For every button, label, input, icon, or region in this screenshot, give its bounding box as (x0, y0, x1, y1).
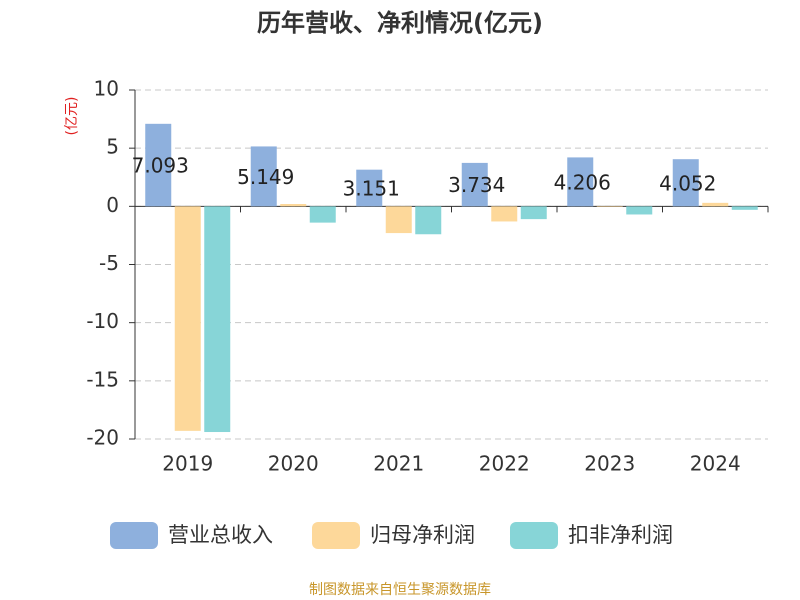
bar (356, 169, 383, 207)
bar (520, 206, 547, 220)
y-tick-label: -10 (86, 309, 119, 333)
data-label: 3.734 (448, 173, 505, 197)
x-tick-label: 2021 (373, 452, 424, 476)
bar (250, 146, 277, 207)
bar (415, 206, 442, 235)
bar (626, 206, 653, 215)
legend-label: 扣非净利润 (568, 523, 673, 547)
y-tick-label: -20 (86, 426, 119, 450)
bar (204, 206, 231, 433)
bar (174, 206, 201, 431)
bar (702, 202, 729, 207)
x-tick-label: 2024 (690, 452, 741, 476)
bar (731, 206, 758, 210)
bar (280, 204, 307, 207)
source-note: 制图数据来自恒生聚源数据库 (309, 582, 491, 598)
x-tick-label: 2023 (584, 452, 635, 476)
bar (567, 157, 594, 207)
bar (145, 123, 172, 207)
y-tick-label: 5 (106, 135, 119, 159)
data-label: 4.206 (554, 170, 611, 194)
data-label: 3.151 (343, 177, 400, 201)
y-axis-label: (亿元) (64, 97, 80, 136)
y-tick-label: 0 (106, 193, 119, 217)
data-label: 7.093 (132, 154, 189, 178)
y-tick-label: 10 (94, 77, 119, 101)
legend-label: 营业总收入 (168, 523, 273, 547)
x-tick-label: 2020 (268, 452, 319, 476)
x-tick-label: 2019 (162, 452, 213, 476)
bar (385, 206, 412, 234)
bar (461, 162, 488, 207)
bar (596, 206, 623, 207)
bar (309, 206, 336, 223)
bar (491, 206, 518, 222)
chart-title: 历年营收、净利情况(亿元) (257, 9, 543, 37)
data-label: 4.052 (659, 171, 716, 195)
legend-swatch (510, 522, 558, 549)
y-tick-label: -5 (99, 251, 119, 275)
y-tick-label: -15 (86, 367, 119, 391)
legend-label: 归母净利润 (370, 523, 475, 547)
bar (672, 159, 699, 207)
x-tick-label: 2022 (479, 452, 530, 476)
legend-swatch (110, 522, 158, 549)
legend-swatch (312, 522, 360, 549)
data-label: 5.149 (237, 165, 294, 189)
